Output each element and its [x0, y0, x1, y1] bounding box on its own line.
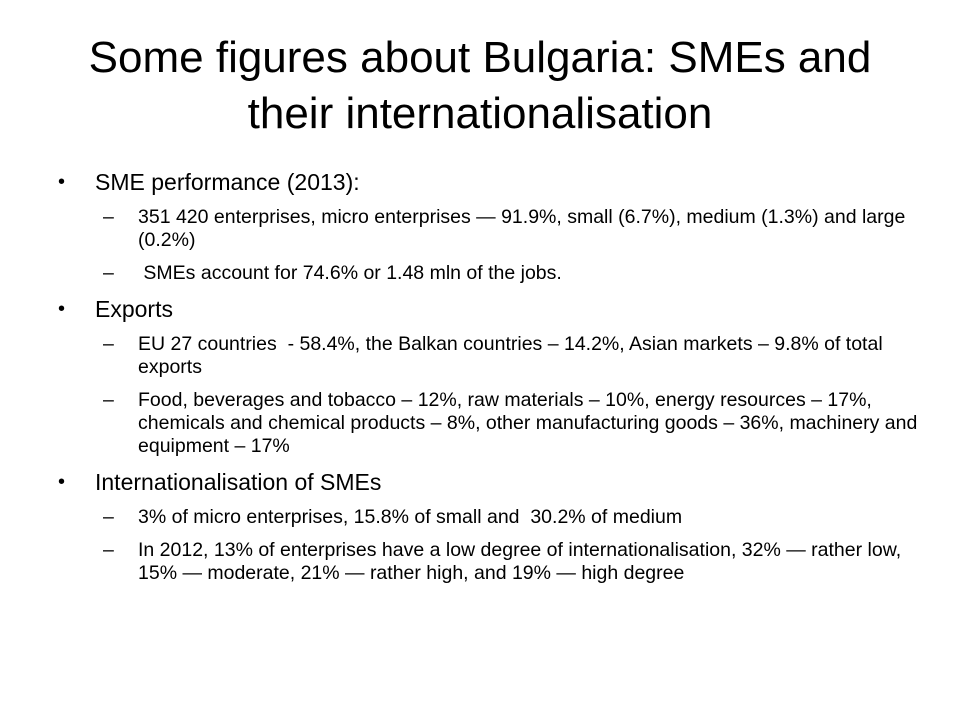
slide-title: Some figures about Bulgaria: SMEs and th…: [88, 33, 872, 138]
sublist-exports: – EU 27 countries - 58.4%, the Balkan co…: [58, 333, 918, 458]
sub-bullet: – 351 420 enterprises, micro enterprises…: [58, 206, 918, 252]
slide-content: • SME performance (2013): – 351 420 ente…: [58, 168, 918, 595]
bullet-icon: •: [58, 471, 66, 493]
sub-bullet-text: 351 420 enterprises, micro enterprises —…: [138, 206, 906, 251]
dash-icon: –: [103, 539, 114, 561]
dash-icon: –: [103, 389, 114, 411]
bullet-icon: •: [58, 171, 66, 193]
bullet-heading: Exports: [95, 296, 173, 322]
dash-icon: –: [103, 506, 114, 528]
sub-bullet: – Food, beverages and tobacco – 12%, raw…: [58, 389, 918, 458]
dash-icon: –: [103, 262, 114, 284]
sub-bullet: – SMEs account for 74.6% or 1.48 mln of …: [58, 262, 918, 285]
sub-bullet-text: EU 27 countries - 58.4%, the Balkan coun…: [138, 333, 889, 378]
sublist-sme-performance: – 351 420 enterprises, micro enterprises…: [58, 206, 918, 285]
bullet-sme-performance: • SME performance (2013):: [58, 168, 918, 196]
sub-bullet: – 3% of micro enterprises, 15.8% of smal…: [58, 506, 918, 529]
bullet-heading: Internationalisation of SMEs: [95, 469, 382, 495]
sub-bullet-text: Food, beverages and tobacco – 12%, raw m…: [138, 389, 918, 457]
dash-icon: –: [103, 333, 114, 355]
sub-bullet-text: SMEs account for 74.6% or 1.48 mln of th…: [138, 262, 562, 284]
sublist-internationalisation: – 3% of micro enterprises, 15.8% of smal…: [58, 506, 918, 585]
sub-bullet-text: 3% of micro enterprises, 15.8% of small …: [138, 506, 683, 528]
bullet-heading: SME performance (2013):: [95, 169, 360, 195]
sub-bullet: – EU 27 countries - 58.4%, the Balkan co…: [58, 333, 918, 379]
bullet-internationalisation: • Internationalisation of SMEs: [58, 468, 918, 496]
dash-icon: –: [103, 206, 114, 228]
bullet-exports: • Exports: [58, 295, 918, 323]
bullet-icon: •: [58, 298, 66, 320]
sub-bullet: – In 2012, 13% of enterprises have a low…: [58, 539, 918, 585]
sub-bullet-text: In 2012, 13% of enterprises have a low d…: [138, 539, 902, 584]
